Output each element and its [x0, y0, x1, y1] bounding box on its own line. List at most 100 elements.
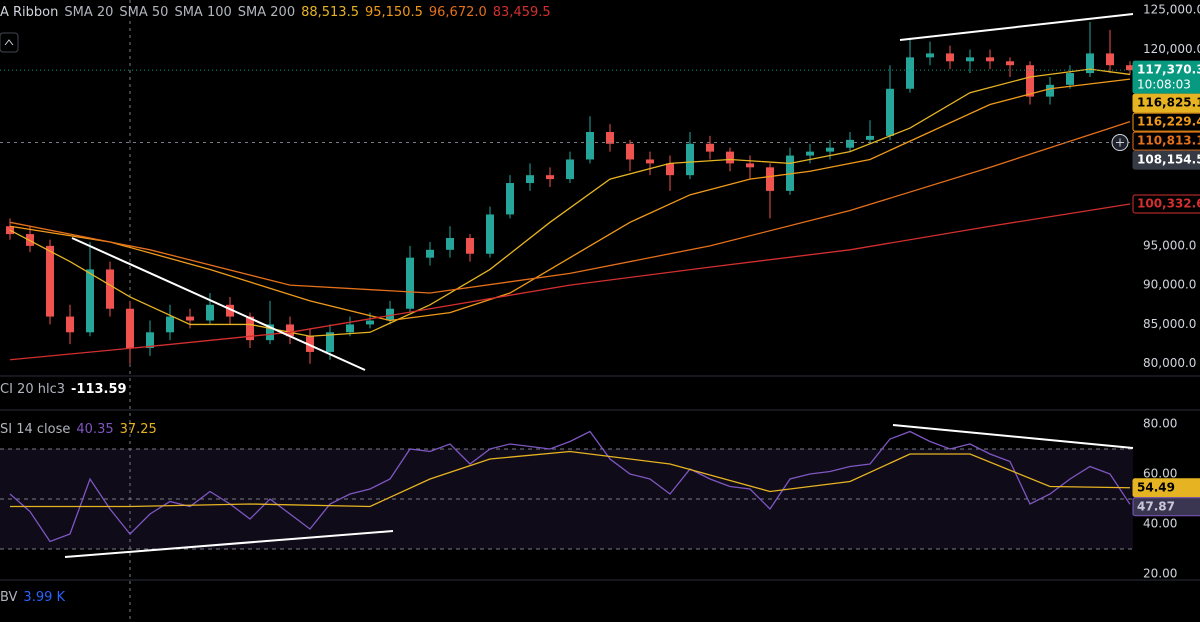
candle-body — [306, 336, 314, 352]
candle-body — [646, 159, 654, 164]
candle-body — [506, 183, 514, 215]
indicator-name: BV — [0, 590, 18, 605]
candle-body — [266, 324, 274, 341]
candle-body — [1126, 65, 1134, 71]
price-label: 116,825.1 — [1137, 96, 1200, 110]
series-readout: 83,459.5 — [492, 5, 551, 20]
price-label: 100,332.6 — [1137, 196, 1200, 210]
rsi-header: SI 14 close 40.35 37.25 — [0, 422, 157, 437]
candle-body — [86, 269, 94, 333]
candle-body — [66, 316, 74, 333]
price-label-box — [1132, 194, 1200, 214]
series-readout: 96,672.0 — [428, 5, 487, 20]
candle-body — [926, 53, 934, 58]
candle-body — [966, 57, 974, 62]
countdown-label: 10:08:03 — [1137, 78, 1191, 92]
candle-body — [726, 151, 734, 164]
price-label-box — [1132, 93, 1200, 113]
y-tick-label: 85,000.0 — [1143, 317, 1196, 331]
series-name: SMA 50 — [119, 5, 169, 20]
price-label-box — [1132, 478, 1200, 498]
series-name: SMA 200 — [237, 5, 296, 20]
candle-body — [446, 238, 454, 250]
indicator-value: -113.59 — [71, 382, 127, 397]
candle-body — [466, 238, 474, 254]
candle-body — [166, 316, 174, 333]
candle-body — [846, 139, 854, 148]
series-name: SMA 20 — [64, 5, 114, 20]
candle-body — [746, 163, 754, 168]
price-label: 47.87 — [1137, 499, 1175, 513]
y-tick-label: 125,000.0 — [1143, 3, 1200, 17]
axis-labels: 125,000.0 120,000.0 95,000.0 90,000.0 85,000… — [1111, 3, 1200, 581]
trendline — [64, 530, 394, 558]
candle-body — [386, 308, 394, 321]
candle-body — [346, 324, 354, 333]
candle-body — [1066, 73, 1074, 85]
candle-body — [946, 53, 954, 62]
candle-body — [206, 304, 214, 321]
line-series — [9, 78, 1131, 322]
candle-body — [826, 147, 834, 152]
trendline — [71, 237, 366, 371]
candle-body — [686, 143, 694, 176]
y-tick-label: 40.00 — [1143, 517, 1177, 531]
indicator-name: CI 20 hlc3 — [0, 382, 65, 397]
price-label: 117,370.3 — [1137, 63, 1200, 77]
price-label-box — [1132, 150, 1200, 170]
price-label: 110,813.1 — [1137, 134, 1200, 148]
price-pane — [0, 21, 1134, 364]
candle-body — [566, 159, 574, 180]
y-tick-label: 95,000.0 — [1143, 238, 1196, 252]
candle-body — [1046, 84, 1054, 97]
candle-body — [106, 269, 114, 309]
candle-body — [326, 332, 334, 352]
collapse-button[interactable] — [0, 32, 19, 53]
line-series — [9, 121, 1131, 294]
y-tick-label: 80.00 — [1143, 417, 1177, 431]
trendline — [892, 424, 1134, 449]
legend-header: A Ribbon SMA 20 SMA 50 SMA 100 SMA 200 88,513… — [0, 5, 551, 20]
candle-body — [1106, 53, 1114, 66]
price-label-box — [1132, 131, 1200, 151]
cci-header: CI 20 hlc3 -113.59 — [0, 382, 127, 397]
candle-body — [586, 131, 594, 160]
price-label: 116,229.4 — [1137, 115, 1200, 129]
candle-body — [1006, 61, 1014, 66]
candle-body — [666, 163, 674, 176]
candle-body — [866, 135, 874, 140]
candle-body — [286, 324, 294, 337]
line-series — [9, 430, 1131, 543]
candle-body — [906, 57, 914, 89]
obv-header: BV 3.99 K — [0, 590, 65, 605]
candle-body — [546, 175, 554, 180]
price-label-box — [1132, 60, 1200, 94]
candle-body — [126, 308, 134, 349]
indicator-name: A Ribbon — [0, 5, 59, 20]
candle-body — [406, 257, 414, 309]
y-tick-label: 60.00 — [1143, 467, 1177, 481]
collapse-icon — [4, 39, 14, 46]
candle-body — [986, 57, 994, 62]
candle-body — [246, 316, 254, 341]
line-series — [9, 68, 1131, 337]
candle-body — [886, 88, 894, 136]
series-name: SMA 100 — [174, 5, 232, 20]
series-readout: 95,150.5 — [364, 5, 423, 20]
y-tick-label: 90,000.0 — [1143, 278, 1196, 292]
y-tick-label: 20.00 — [1143, 567, 1177, 581]
series-readout: 37.25 — [119, 422, 157, 437]
trendline — [899, 13, 1134, 41]
rsi-pane — [0, 430, 1133, 550]
indicator-name: SI 14 close — [0, 422, 71, 437]
candle-body — [46, 245, 54, 317]
indicator-value: 3.99 K — [23, 590, 66, 605]
candle-body — [626, 143, 634, 160]
add-alert-icon — [1116, 138, 1124, 147]
price-label-box — [1132, 112, 1200, 132]
line-series — [9, 203, 1131, 361]
candle-body — [1026, 65, 1034, 97]
candle-body — [766, 167, 774, 191]
